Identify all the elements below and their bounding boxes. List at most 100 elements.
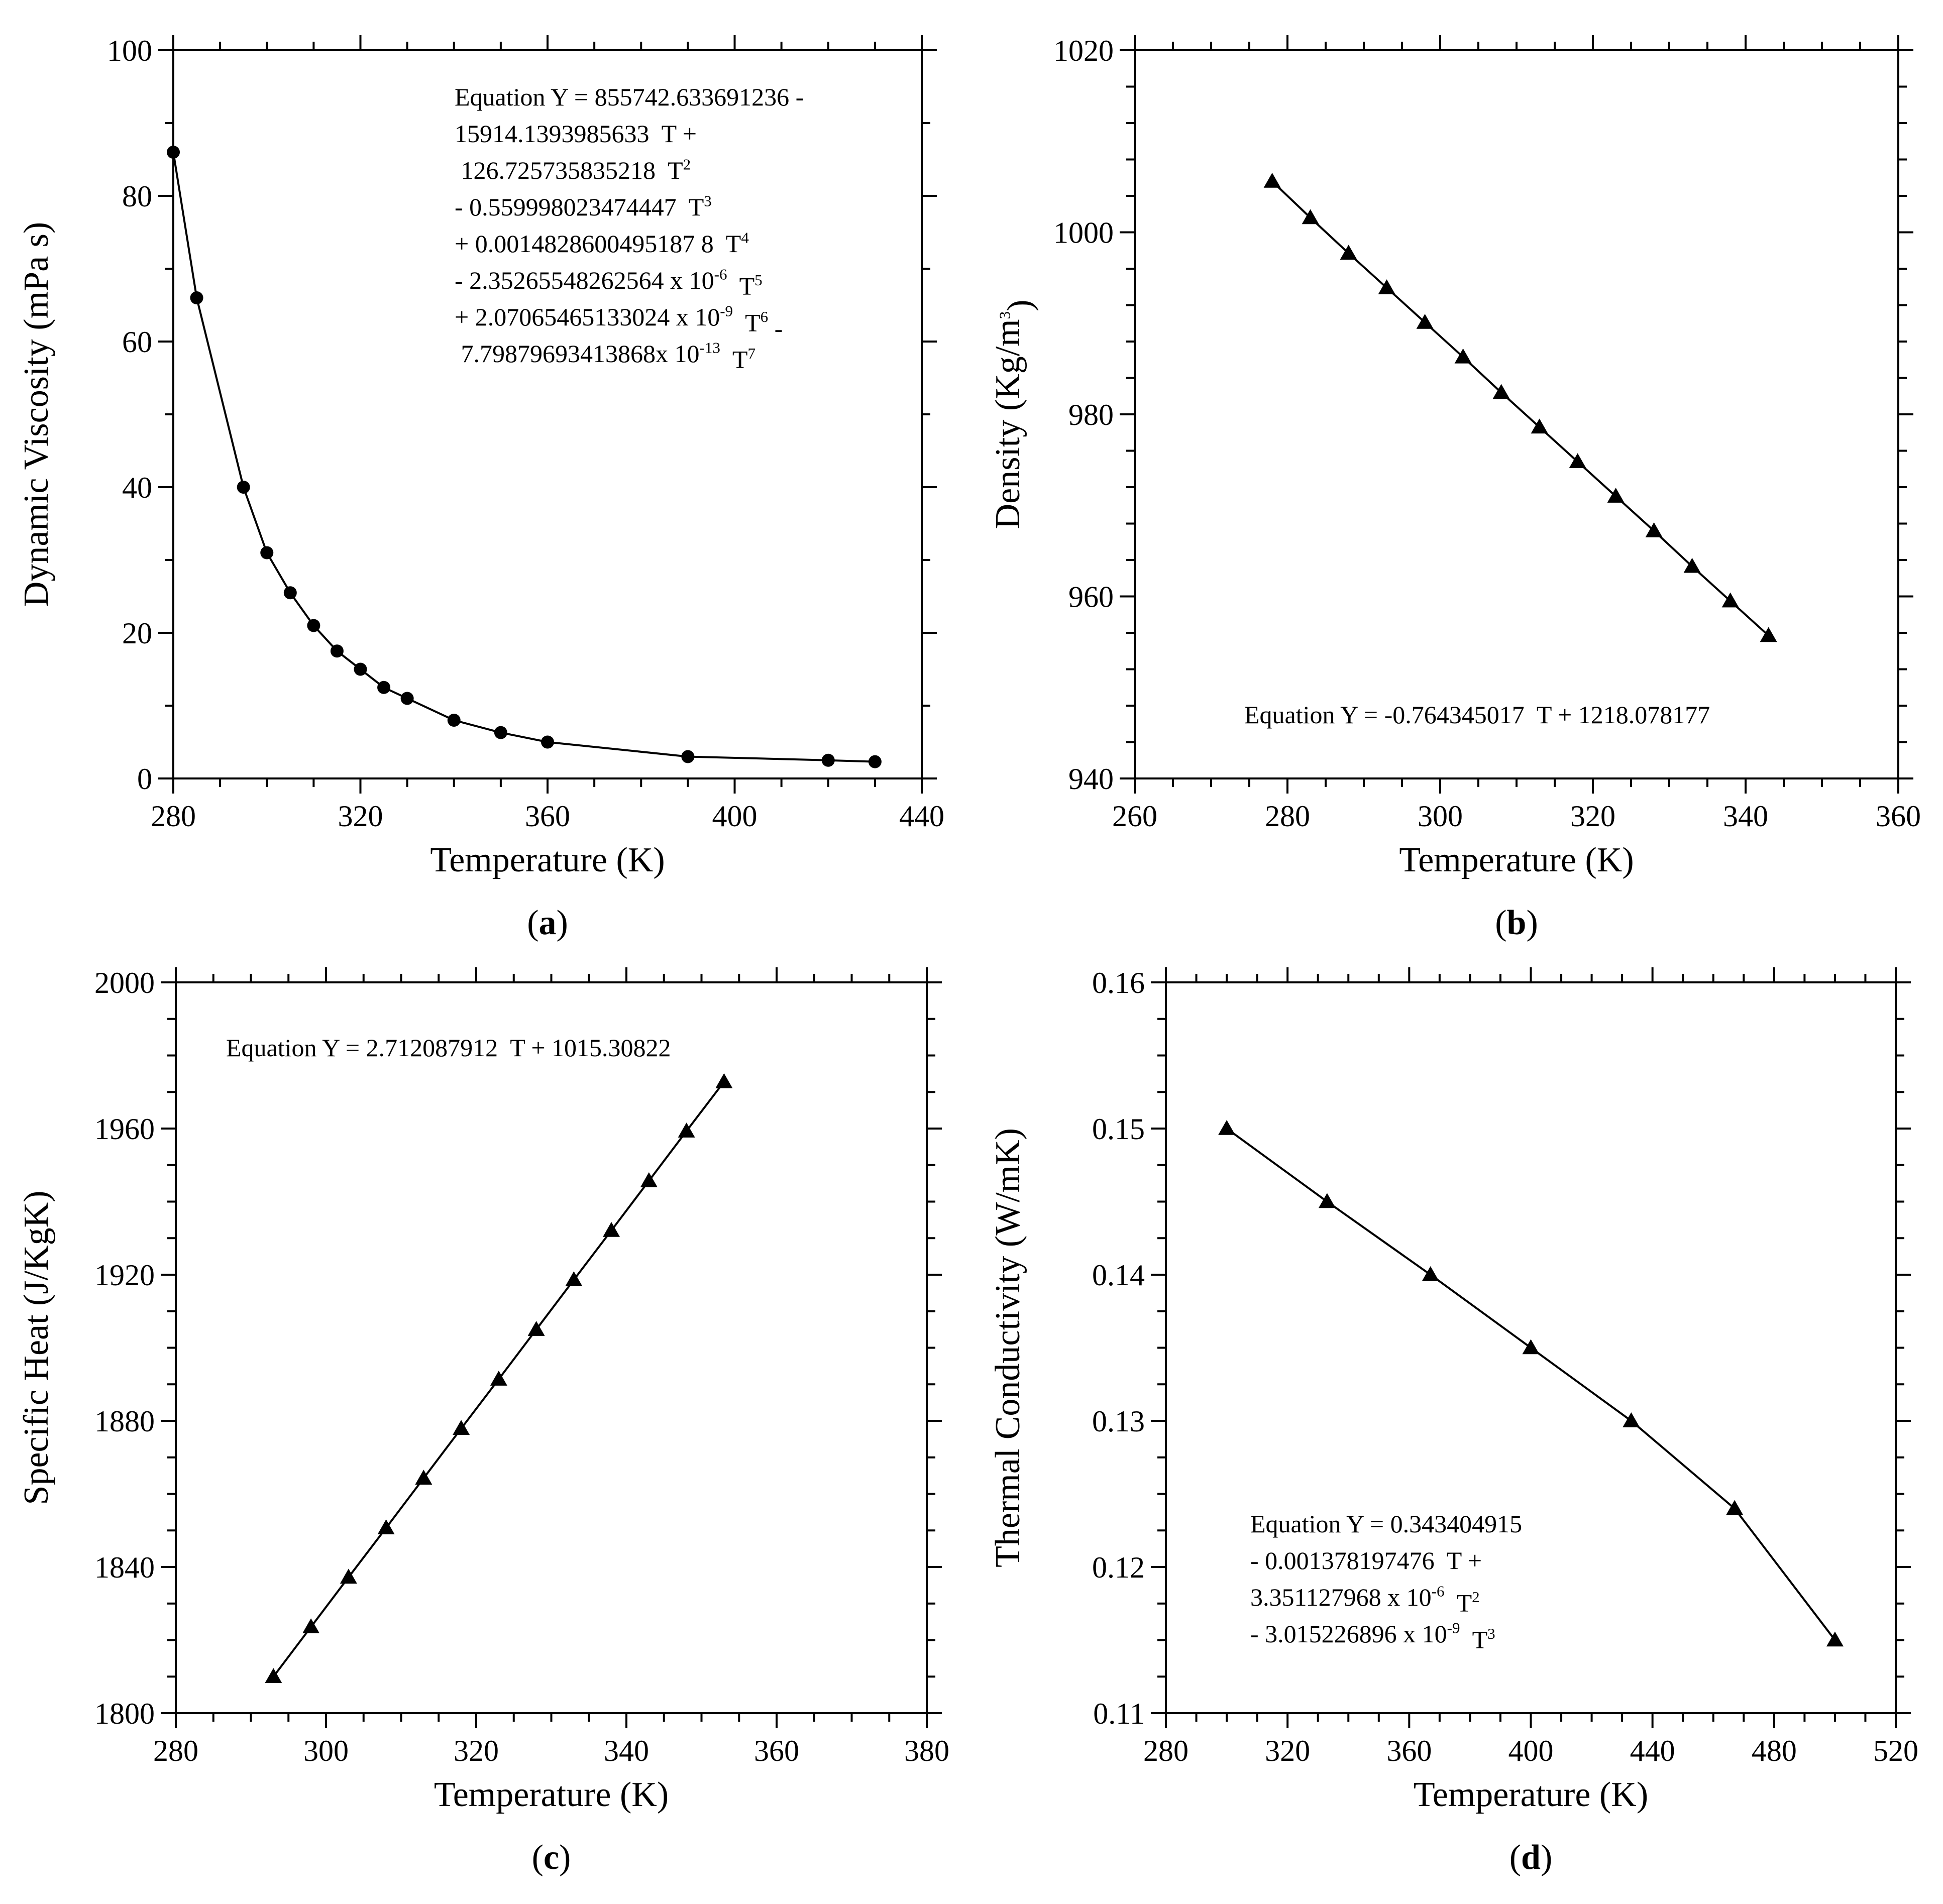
data-point — [1218, 1120, 1236, 1135]
x-tick-label: 360 — [754, 1734, 799, 1767]
data-point — [821, 753, 835, 767]
plot-frame — [1134, 49, 1899, 779]
x-tick-label: 360 — [525, 800, 570, 833]
equation-line: 3.351127968 x 10-6​ T2​ — [1250, 1582, 1480, 1617]
data-point — [640, 1172, 658, 1187]
equation-line: 126.725735835218 T2​ — [455, 155, 691, 184]
y-tick-label: 2000 — [94, 966, 155, 999]
data-point — [681, 750, 695, 763]
x-tick-label: 380 — [904, 1734, 949, 1767]
data-point — [1645, 522, 1663, 537]
x-tick-label: 520 — [1873, 1734, 1918, 1767]
panel-label: (c) — [532, 1838, 571, 1877]
y-tick-label: 80 — [122, 180, 152, 213]
equation-line: + 2.07065465133024 x 10-9​ T6​ - — [455, 302, 783, 342]
x-tick-label: 440 — [1630, 1734, 1675, 1767]
panel-label: (b) — [1495, 904, 1538, 942]
y-tick-label: 0.14 — [1092, 1259, 1145, 1292]
data-point — [527, 1321, 545, 1336]
data-point — [1318, 1193, 1336, 1208]
y-tick-label: 0.12 — [1092, 1551, 1145, 1584]
data-point — [1531, 418, 1548, 434]
data-point — [1522, 1339, 1540, 1355]
data-point — [1726, 1500, 1744, 1515]
y-tick-label: 0.16 — [1092, 966, 1145, 999]
y-axis-title: Thermal Conductivity (W/mK) — [989, 1128, 1027, 1567]
data-point — [265, 1668, 282, 1683]
x-tick-label: 400 — [1508, 1734, 1554, 1767]
data-point — [1721, 592, 1739, 608]
x-tick-label: 360 — [1386, 1734, 1432, 1767]
x-axis-title: Temperature (K) — [430, 841, 665, 879]
equation-line: 7.79879693413868x 10-13​ T7​ — [455, 339, 755, 373]
y-axis-title: Specific Heat (J/KgK) — [17, 1191, 56, 1505]
y-tick-label: 1920 — [94, 1259, 155, 1292]
plot-frame — [175, 981, 928, 1714]
x-tick-label: 320 — [454, 1734, 499, 1767]
x-tick-label: 480 — [1752, 1734, 1797, 1767]
x-tick-label: 320 — [1265, 1734, 1310, 1767]
y-tick-label: 1840 — [94, 1551, 155, 1584]
x-axis-title: Temperature (K) — [1399, 841, 1634, 879]
y-tick-label: 60 — [122, 325, 152, 359]
chart-panel-d: 280 320 360 400 440 480 520 0.11 0.12 0.13 0.14 0.1… — [989, 966, 1918, 1877]
y-tick-label: 0.15 — [1092, 1112, 1145, 1146]
equation-line: Equation Y = 855742.633691236 - — [455, 83, 804, 111]
data-point — [400, 692, 414, 705]
data-point — [1683, 557, 1701, 573]
x-tick-label: 280 — [1265, 800, 1310, 833]
data-point — [541, 735, 554, 749]
y-axis-title: Dynamic Viscosity (mPa s) — [17, 222, 56, 607]
data-point — [237, 481, 250, 494]
equation-line: + 0.0014828600495187 8 T4​ — [455, 229, 749, 258]
x-axis-title: Temperature (K) — [1414, 1775, 1648, 1814]
data-point — [1302, 209, 1319, 225]
y-tick-label: 100 — [107, 34, 152, 67]
equation-line: - 2.35265548262564 x 10-6​ T5​ — [455, 265, 763, 300]
data-point — [190, 291, 203, 304]
data-point — [1760, 627, 1777, 642]
x-tick-label: 300 — [303, 1734, 349, 1767]
data-point — [868, 755, 882, 768]
data-point — [340, 1569, 357, 1584]
y-tick-label: 1960 — [94, 1112, 155, 1146]
x-tick-label: 340 — [1723, 800, 1768, 833]
data-point — [1340, 245, 1357, 260]
data-point — [260, 546, 274, 559]
data-point — [330, 644, 344, 658]
x-axis-title: Temperature (K) — [434, 1775, 669, 1814]
panel-label: (d) — [1509, 1838, 1553, 1877]
chart-panel-c: 280 300 320 340 360 380 1800 1840 1880 1920 1960 20… — [17, 966, 949, 1877]
x-tick-label: 320 — [1570, 800, 1615, 833]
data-point — [283, 586, 297, 600]
x-tick-label: 300 — [1418, 800, 1463, 833]
series-line — [172, 152, 875, 763]
y-tick-label: 980 — [1068, 398, 1114, 431]
x-tick-label: 340 — [604, 1734, 649, 1767]
data-point — [415, 1470, 433, 1485]
data-point — [1263, 173, 1281, 188]
y-tick-label: 0.13 — [1092, 1405, 1145, 1438]
data-point — [1623, 1412, 1640, 1427]
data-point — [354, 662, 367, 676]
y-tick-label: 960 — [1068, 581, 1114, 614]
data-point — [1378, 279, 1395, 294]
data-point — [307, 619, 320, 632]
equation-line: Equation Y = -0.764345017 T + 1218.07817… — [1244, 701, 1710, 729]
y-tick-label: 1000 — [1053, 216, 1114, 250]
x-tick-label: 320 — [338, 800, 383, 833]
y-tick-label: 1800 — [94, 1697, 155, 1730]
data-point — [565, 1271, 583, 1286]
data-point — [447, 714, 461, 727]
x-tick-label: 280 — [1143, 1734, 1189, 1767]
y-tick-label: 1020 — [1053, 34, 1114, 67]
x-tick-label: 260 — [1112, 800, 1157, 833]
data-point — [490, 1371, 507, 1386]
y-axis-title: Density (Kg/m3​) — [989, 300, 1039, 529]
y-tick-label: 40 — [122, 471, 152, 504]
equation-line: Equation Y = 2.712087912 T + 1015.30822 — [226, 1034, 671, 1062]
equation-line: - 0.559998023474447 T3​ — [455, 192, 712, 221]
data-point — [453, 1420, 470, 1435]
data-point — [1569, 453, 1586, 468]
